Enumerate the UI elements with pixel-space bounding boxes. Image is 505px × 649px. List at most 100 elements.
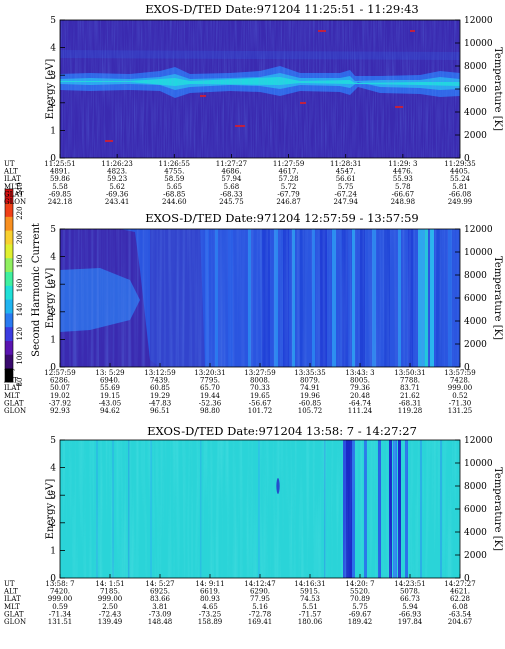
colorbar-tick-label: 140 (16, 303, 24, 316)
table-row-label: UT (4, 580, 15, 588)
table-cell: 13:12:59 (144, 369, 175, 377)
y-right-tick-label: 8000 (464, 271, 487, 281)
table-cell: -73.25 (199, 610, 221, 618)
panel-1-speckles (105, 30, 415, 142)
table-cell: 4.65 (202, 603, 218, 611)
colorbar-swatch (5, 230, 13, 245)
table-cell: -43.05 (99, 399, 121, 407)
table-cell: 79.36 (350, 384, 371, 392)
table-cell: 5.75 (352, 603, 368, 611)
table-cell: 8005. (350, 377, 370, 385)
table-row-label: ILAT (4, 595, 21, 603)
table-cell: 19.15 (100, 392, 120, 400)
table-cell: 12:57:59 (44, 369, 75, 377)
table-cell: -56.67 (249, 399, 271, 407)
table-cell: 204.67 (448, 618, 473, 626)
table-row-label: MLT (4, 183, 20, 191)
y-tick-label: 0 (50, 363, 56, 373)
table-cell: 5.65 (166, 183, 182, 191)
colorbar-swatch (5, 299, 13, 314)
panel-2: EXOS-D/TED Date:971204 12:57:59 - 13:57:… (3, 211, 503, 415)
table-cell: 14:27:27 (444, 580, 475, 588)
table-cell: 50.07 (50, 384, 70, 392)
table-cell: -71.34 (49, 610, 72, 618)
colorbar-tick-label: 120 (16, 327, 24, 340)
table-cell: 7420. (50, 588, 70, 596)
table-cell: 243.41 (105, 198, 130, 206)
table-cell: 19.65 (250, 392, 270, 400)
table-cell: 56.61 (336, 175, 356, 183)
table-cell: 7439. (150, 377, 170, 385)
table-cell: 14:23:51 (394, 580, 425, 588)
table-cell: 11:25:51 (44, 160, 75, 168)
y-right-axis-label: Temperature [K] (492, 47, 503, 131)
table-cell: 65.70 (200, 384, 220, 392)
y-tick-label: 0 (50, 574, 56, 584)
table-cell: 13:50:31 (394, 369, 425, 377)
table-cell: 6.08 (452, 603, 468, 611)
table-cell: 7428. (450, 377, 470, 385)
table-cell: -67.24 (335, 190, 358, 198)
table-cell: 0.59 (52, 603, 68, 611)
table-cell: 242.18 (48, 198, 73, 206)
table-cell: 999.00 (98, 595, 123, 603)
table-row-label: ILAT (4, 384, 21, 392)
table-cell: 11:29: 3 (388, 160, 417, 168)
table-cell: 11:29:35 (444, 160, 475, 168)
table-cell: -69.67 (349, 610, 371, 618)
table-cell: 5.81 (452, 183, 468, 191)
table-cell: 58.59 (164, 175, 184, 183)
table-cell: 148.48 (148, 618, 173, 626)
colorbar-swatch (5, 368, 13, 383)
table-cell: 4617. (279, 168, 299, 176)
table-cell: 189.42 (348, 618, 373, 626)
table-cell: 245.75 (219, 198, 244, 206)
colorbar-swatch (5, 189, 13, 204)
table-cell: 55.69 (100, 384, 120, 392)
y-tick-label: 4 (50, 44, 56, 54)
table-cell: 4823. (107, 168, 127, 176)
table-cell: -73.09 (149, 610, 171, 618)
y-right-tick-label: 6000 (464, 505, 487, 515)
table-row-label: UT (4, 160, 15, 168)
colorbar-tick-label: 200 (16, 231, 24, 244)
colorbar-tick-label: 80 (16, 378, 24, 387)
table-cell: 5.16 (252, 603, 268, 611)
table-cell: 4686. (221, 168, 241, 176)
table-cell: 11:26:23 (101, 160, 132, 168)
y-right-tick-label: 0 (464, 363, 470, 373)
table-cell: -72.43 (99, 610, 121, 618)
colorbar-swatch (5, 257, 13, 273)
y-tick-label: 0 (50, 154, 56, 164)
table-cell: 70.89 (350, 595, 370, 603)
y-right-tick-label: 6000 (464, 294, 487, 304)
table-cell: 4891. (50, 168, 70, 176)
y-right-tick-label: 12000 (464, 436, 493, 446)
table-cell: 246.87 (276, 198, 301, 206)
table-row-label: GLAT (4, 610, 24, 618)
panel-3-noise (60, 440, 460, 578)
table-cell: -71.57 (299, 610, 321, 618)
table-cell: -68.85 (163, 190, 185, 198)
table-cell: -69.36 (106, 190, 129, 198)
table-cell: 11:26:55 (159, 160, 190, 168)
table-cell: 139.49 (98, 618, 123, 626)
colorbar-label: Second Harmonic Current (31, 223, 42, 357)
table-cell: 80.93 (200, 595, 220, 603)
table-cell: 14:12:47 (244, 580, 275, 588)
y-right-tick-label: 0 (464, 154, 470, 164)
colorbar-tick-label: 100 (16, 351, 24, 364)
table-cell: 96.51 (150, 407, 170, 415)
table-row-label: GLON (4, 198, 26, 206)
table-cell: -63.54 (449, 610, 472, 618)
colorbar-tick-label: 220 (16, 206, 24, 219)
y-tick-label: 2 (50, 99, 56, 109)
table-cell: 55.24 (450, 175, 471, 183)
panel-1-orbit-table: UTALTILATMLTGLATGLON11:25:514891.59.865.… (3, 160, 476, 206)
table-cell: 6290. (250, 588, 270, 596)
table-cell: 6925. (150, 588, 170, 596)
table-cell: 5.51 (302, 603, 318, 611)
panel-2-orbit-table: UTALTILATMLTGLATGLON12:57:596286.50.0719… (3, 369, 476, 415)
table-cell: 169.41 (248, 618, 273, 626)
y-tick-label: 5 (50, 16, 56, 26)
